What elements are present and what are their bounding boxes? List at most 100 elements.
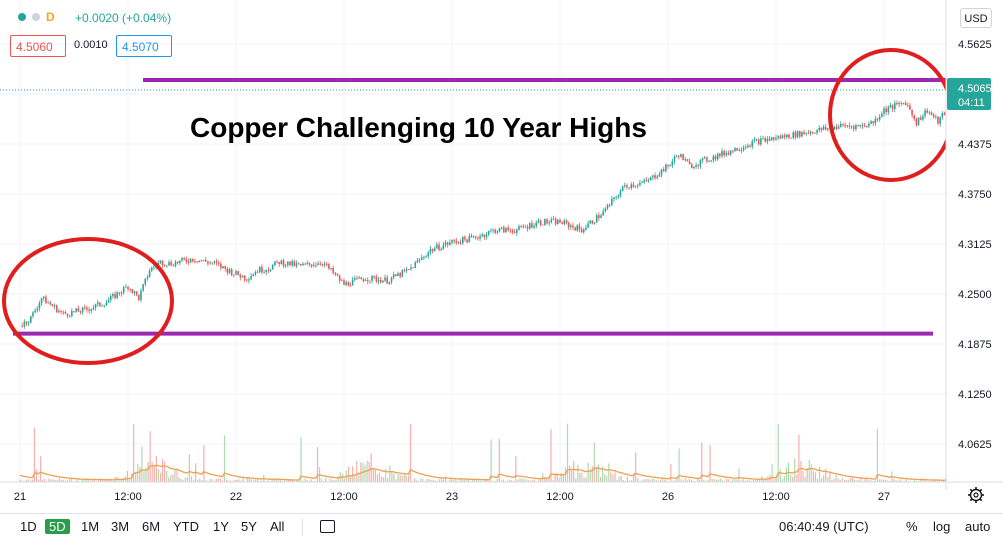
candle-body — [716, 153, 719, 160]
candle-body — [246, 279, 248, 281]
candle-body — [744, 147, 747, 148]
volume-bar — [511, 480, 513, 482]
candle-body — [369, 280, 371, 282]
candle-body — [375, 277, 378, 282]
candle-body — [675, 156, 678, 158]
volume-bar — [924, 480, 926, 482]
timeframe-1m[interactable]: 1M — [81, 519, 100, 534]
volume-bar — [296, 479, 298, 482]
volume-bar — [89, 480, 91, 482]
candle-body — [187, 261, 190, 263]
candle-body — [323, 263, 326, 265]
buy-price-box[interactable]: 4.5070 — [116, 35, 172, 57]
volume-bar — [135, 471, 137, 482]
volume-bar — [614, 472, 616, 482]
volume-bar — [680, 479, 682, 482]
volume-bar — [684, 478, 686, 482]
candle-body — [470, 235, 473, 238]
candle-body — [125, 286, 127, 288]
candle-body — [250, 276, 252, 280]
volume-bar — [356, 460, 358, 482]
candle-body — [92, 307, 95, 309]
volume-bar — [407, 475, 410, 482]
volume-bar — [616, 479, 618, 482]
candle-body — [120, 292, 123, 294]
volume-bar — [83, 479, 85, 482]
candle-body — [71, 311, 73, 316]
sell-price-box[interactable]: 4.5060 — [10, 35, 66, 57]
candle-body — [652, 175, 654, 178]
timeframe-6m[interactable]: 6M — [142, 519, 161, 534]
timeframe-all[interactable]: All — [270, 519, 285, 534]
timeframe-ytd[interactable]: YTD — [173, 519, 199, 534]
timeframe-5d[interactable]: 5D — [45, 519, 70, 534]
candle-body — [755, 139, 758, 141]
candle-body — [794, 132, 797, 138]
volume-bar — [442, 479, 445, 482]
candle-body — [768, 138, 771, 141]
candle-body — [863, 125, 866, 127]
volume-bar — [573, 460, 575, 482]
currency-button[interactable]: USD — [960, 8, 992, 28]
candle-body — [902, 102, 905, 104]
volume-bar — [360, 462, 362, 482]
annotation-title[interactable]: Copper Challenging 10 Year Highs — [190, 112, 647, 143]
volume-bar — [905, 478, 907, 482]
volume-bar — [854, 480, 856, 482]
volume-bar — [304, 478, 306, 482]
timeframe-3m[interactable]: 3M — [111, 519, 130, 534]
candle-body — [870, 121, 872, 124]
volume-bar — [308, 480, 310, 482]
level-lines[interactable] — [13, 78, 946, 336]
volume-bar — [827, 476, 829, 482]
candle-body — [222, 266, 224, 268]
volume-bar — [110, 480, 112, 482]
candle-body — [291, 261, 293, 266]
volume-bar — [707, 479, 709, 482]
clock-time[interactable]: 06:40:49 (UTC) — [779, 519, 869, 534]
candle-body — [468, 235, 471, 243]
calendar-goto-icon[interactable] — [320, 520, 335, 533]
candle-body — [401, 270, 404, 277]
candle-body — [485, 234, 488, 237]
volume-bar — [773, 478, 775, 482]
candle-body — [606, 205, 609, 209]
candle-body — [680, 154, 682, 157]
volume-bar — [37, 479, 40, 482]
volume-bar — [455, 478, 457, 482]
volume-bar — [393, 473, 395, 482]
time-axis[interactable]: 21 12:00 22 12:00 23 12:00 26 12:00 27 — [14, 491, 890, 503]
candle-body — [686, 159, 689, 162]
log-scale-toggle[interactable]: log — [933, 519, 951, 534]
volume-bar — [25, 480, 27, 482]
volume-bar — [238, 479, 240, 482]
candle-body — [898, 102, 900, 105]
volume-bar — [372, 467, 374, 482]
volume-bar — [170, 474, 172, 482]
candle-body — [332, 268, 334, 274]
settings-gear-icon[interactable] — [968, 487, 984, 503]
volume-bar — [58, 478, 60, 482]
timeframe-5y[interactable]: 5Y — [241, 519, 257, 534]
timeframe-1d[interactable]: 1D — [20, 519, 37, 534]
volume-bar — [841, 477, 843, 482]
auto-scale-toggle[interactable]: auto — [965, 519, 991, 534]
candle-body — [496, 231, 499, 233]
candle-body — [615, 197, 617, 198]
candle-body — [906, 104, 909, 106]
percent-scale-toggle[interactable]: % — [906, 519, 918, 534]
volume-bar — [688, 479, 691, 482]
volume-bar — [719, 478, 722, 482]
volume-bar — [267, 480, 269, 482]
volume-bar — [128, 478, 131, 482]
candle-body — [628, 187, 630, 189]
candle-body — [939, 117, 941, 124]
volume-bar — [703, 479, 705, 482]
candle-body — [284, 265, 287, 266]
timeframe-1y[interactable]: 1Y — [213, 519, 229, 534]
candle-body — [312, 264, 315, 266]
volume-bar — [837, 478, 839, 482]
time-tick-label: 12:00 — [114, 491, 142, 503]
candle-body — [403, 270, 406, 271]
